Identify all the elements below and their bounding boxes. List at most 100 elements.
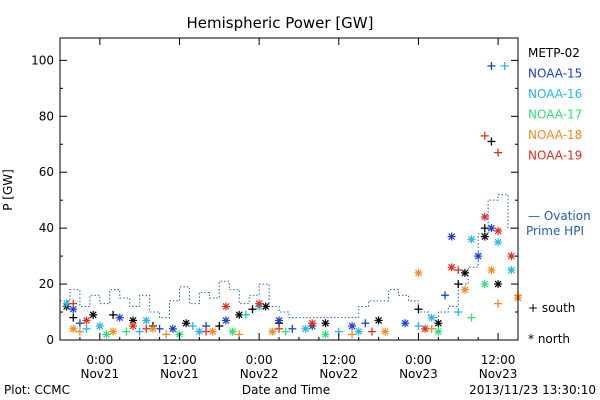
point-noaa-16-north-7 — [427, 313, 436, 322]
point-noaa-18-north-5 — [381, 327, 390, 336]
point-noaa-19-south-6 — [480, 131, 489, 140]
x-tick-time-1: 12:00 — [162, 353, 197, 367]
y-tick-label-2: 40 — [39, 221, 54, 235]
point-metp-02-north-8 — [434, 319, 443, 328]
point-noaa-16-south-3 — [241, 310, 250, 319]
legend-item-noaa-18: NOAA-18 — [528, 128, 582, 142]
data-points-group — [62, 61, 522, 339]
point-noaa-16-north-0 — [62, 299, 71, 308]
point-noaa-18-north-4 — [268, 327, 277, 336]
point-noaa-16-north-10 — [507, 266, 516, 275]
point-metp-02-north-2 — [129, 316, 138, 325]
point-noaa-15-north-9 — [474, 252, 483, 261]
legend-ovation-label-line2: Prime HPI — [526, 224, 584, 238]
point-noaa-19-south-7 — [494, 148, 503, 157]
point-metp-02-north-10 — [480, 232, 489, 241]
point-metp-02-south-3 — [215, 322, 224, 331]
x-tick-time-2: 0:00 — [246, 353, 273, 367]
point-noaa-15-north-6 — [348, 322, 357, 331]
x-tick-date-2: Nov22 — [240, 367, 279, 381]
point-noaa-19-north-7 — [480, 212, 489, 221]
point-metp-02-south-1 — [109, 310, 118, 319]
point-noaa-15-north-1 — [115, 313, 124, 322]
point-noaa-17-north-4 — [434, 327, 443, 336]
point-metp-02-north-11 — [494, 280, 503, 289]
legend-item-noaa-17: NOAA-17 — [528, 108, 582, 122]
point-noaa-16-north-5 — [301, 324, 310, 333]
y-tick-label-3: 60 — [39, 165, 54, 179]
point-metp-02-south-7 — [454, 280, 463, 289]
legend-item-noaa-19: NOAA-19 — [528, 149, 582, 163]
point-noaa-16-south-0 — [82, 324, 91, 333]
point-noaa-16-north-6 — [354, 327, 363, 336]
legend-north: * north — [528, 332, 570, 346]
point-metp-02-north-1 — [89, 310, 98, 319]
point-noaa-18-north-7 — [460, 285, 469, 294]
y-axis-label: P [GW] — [1, 169, 15, 211]
point-metp-02-south-4 — [248, 305, 257, 314]
point-metp-02-north-6 — [321, 319, 330, 328]
point-noaa-18-south-0 — [75, 327, 84, 336]
point-noaa-17-south-1 — [281, 327, 290, 336]
point-noaa-17-north-5 — [480, 280, 489, 289]
point-noaa-19-north-1 — [129, 322, 138, 331]
point-metp-02-south-9 — [487, 137, 496, 146]
x-tick-time-0: 0:00 — [86, 353, 113, 367]
point-noaa-18-south-1 — [162, 330, 171, 339]
x-tick-time-4: 0:00 — [405, 353, 432, 367]
point-noaa-18-south-5 — [494, 299, 503, 308]
point-noaa-19-north-6 — [447, 263, 456, 272]
point-noaa-19-north-2 — [221, 302, 230, 311]
point-noaa-15-south-6 — [487, 61, 496, 70]
point-noaa-15-south-3 — [288, 324, 297, 333]
x-tick-date-0: Nov21 — [80, 367, 119, 381]
point-noaa-16-south-6 — [454, 308, 463, 317]
legend-item-noaa-15: NOAA-15 — [528, 67, 582, 81]
point-noaa-19-south-3 — [275, 324, 284, 333]
point-noaa-16-north-1 — [95, 322, 104, 331]
legend: METP-02 NOAA-15 NOAA-16 NOAA-17 NOAA-18 NOAA-… — [528, 46, 582, 163]
x-tick-date-3: Nov22 — [319, 367, 358, 381]
y-axis: 0 20 40 60 80 100 — [31, 53, 518, 347]
point-noaa-19-south-0 — [69, 299, 78, 308]
point-noaa-15-north-8 — [447, 232, 456, 241]
point-noaa-18-north-0 — [69, 324, 78, 333]
ovation-hpi-line — [60, 194, 518, 319]
footer-left: Plot: CCMC — [4, 383, 70, 397]
point-metp-02-north-9 — [460, 268, 469, 277]
ovation-line-group — [60, 194, 518, 319]
point-noaa-19-north-8 — [494, 226, 503, 235]
point-noaa-19-south-4 — [367, 327, 376, 336]
point-noaa-19-north-0 — [82, 316, 91, 325]
point-noaa-18-north-8 — [487, 266, 496, 275]
x-tick-time-3: 12:00 — [321, 353, 356, 367]
point-metp-02-north-3 — [182, 319, 191, 328]
point-metp-02-north-7 — [374, 316, 383, 325]
x-axis-label: Date and Time — [242, 383, 330, 397]
footer-right: 2013/11/23 13:30:10 — [469, 383, 596, 397]
point-noaa-19-north-5 — [421, 324, 430, 333]
point-metp-02-north-4 — [235, 310, 244, 319]
x-tick-date-4: Nov23 — [399, 367, 438, 381]
point-noaa-15-south-5 — [440, 291, 449, 300]
point-noaa-15-south-4 — [361, 319, 370, 328]
point-noaa-17-north-3 — [321, 330, 330, 339]
y-tick-label-0: 0 — [46, 333, 54, 347]
legend-item-metp-02: METP-02 — [528, 46, 580, 60]
point-noaa-19-south-2 — [202, 327, 211, 336]
point-noaa-15-north-2 — [168, 324, 177, 333]
point-noaa-18-north-6 — [414, 268, 423, 277]
point-noaa-16-north-9 — [494, 238, 503, 247]
point-noaa-17-north-2 — [228, 327, 237, 336]
legend-ovation-label-line1: — Ovation — [528, 209, 591, 223]
y-tick-label-4: 80 — [39, 109, 54, 123]
x-axis: 0:00Nov2112:00Nov210:00Nov2212:00Nov220:… — [59, 38, 519, 381]
point-noaa-19-south-5 — [454, 266, 463, 275]
point-noaa-17-south-0 — [122, 327, 131, 336]
y-tick-label-5: 100 — [31, 53, 54, 67]
point-noaa-15-north-3 — [221, 316, 230, 325]
point-noaa-17-south-2 — [467, 313, 476, 322]
point-noaa-16-north-3 — [195, 327, 204, 336]
y-tick-label-1: 20 — [39, 277, 54, 291]
